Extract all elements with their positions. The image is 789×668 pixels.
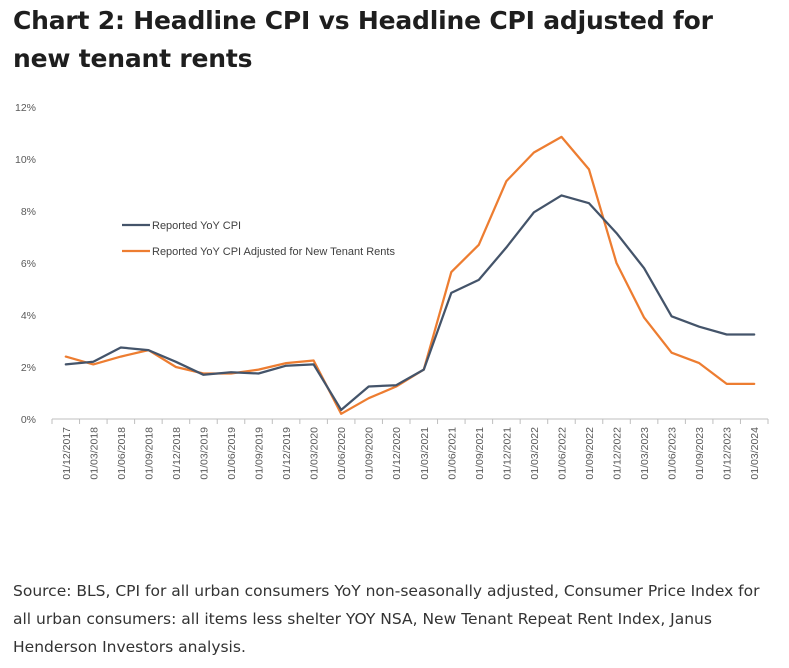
x-tick-label: 01/12/2019 bbox=[281, 427, 293, 480]
y-tick-label: 0% bbox=[21, 414, 36, 426]
y-tick-label: 4% bbox=[21, 310, 36, 322]
x-tick-label: 01/09/2022 bbox=[584, 427, 596, 480]
x-tick-label: 01/06/2020 bbox=[336, 427, 348, 480]
x-tick-label: 01/06/2022 bbox=[556, 427, 568, 480]
legend-label-0: Reported YoY CPI bbox=[152, 220, 241, 232]
y-tick-label: 6% bbox=[21, 258, 36, 270]
series-line-1 bbox=[64, 135, 756, 415]
x-tick-label: 01/03/2020 bbox=[309, 427, 321, 480]
x-tick-label: 01/12/2023 bbox=[722, 427, 734, 480]
source-note: Source: BLS, CPI for all urban consumers… bbox=[13, 582, 760, 656]
x-tick-label: 01/09/2019 bbox=[254, 427, 266, 480]
x-tick-label: 01/12/2022 bbox=[612, 427, 624, 480]
y-tick-label: 12% bbox=[15, 102, 36, 114]
chart-title: Chart 2: Headline CPI vs Headline CPI ad… bbox=[13, 6, 713, 73]
legend-label-1: Reported YoY CPI Adjusted for New Tenant… bbox=[152, 246, 395, 258]
y-tick-label: 8% bbox=[21, 206, 36, 218]
x-tick-label: 01/09/2023 bbox=[694, 427, 706, 480]
line-chart: 0%2%4%6%8%10%12% 01/12/2017 01/03/2018 01/… bbox=[15, 102, 769, 480]
legend: Reported YoY CPI Reported YoY CPI Adjuste… bbox=[122, 220, 395, 258]
y-tick-label: 2% bbox=[21, 362, 36, 374]
series-lines bbox=[64, 135, 756, 415]
y-axis-labels: 0% 2% 4% 6% 8% 10% 12% bbox=[15, 102, 36, 426]
x-tick-label: 01/03/2022 bbox=[529, 427, 541, 480]
x-tick-label: 01/06/2019 bbox=[226, 427, 238, 480]
y-tick-label: 10% bbox=[15, 154, 36, 166]
x-tick-label: 01/03/2019 bbox=[198, 427, 210, 480]
x-tick-label: 01/12/2021 bbox=[501, 427, 513, 480]
x-tick-label: 01/06/2018 bbox=[116, 427, 128, 480]
x-tick-label: 01/12/2017 bbox=[61, 427, 73, 480]
x-tick-label: 01/03/2023 bbox=[639, 427, 651, 480]
x-tick-label: 01/03/2021 bbox=[419, 427, 431, 480]
x-tick-label: 01/09/2018 bbox=[143, 427, 155, 480]
x-tick-label: 01/03/2024 bbox=[749, 427, 761, 480]
x-tick-label: 01/06/2023 bbox=[667, 427, 679, 480]
series-line-0 bbox=[64, 194, 756, 412]
x-axis: 01/12/2017 01/03/2018 01/06/2018 01/09/2018… bbox=[51, 418, 769, 480]
x-tick-label: 01/03/2018 bbox=[88, 427, 100, 480]
x-tick-label: 01/12/2018 bbox=[171, 427, 183, 480]
x-tick-label: 01/09/2021 bbox=[474, 427, 486, 480]
x-tick-label: 01/06/2021 bbox=[446, 427, 458, 480]
x-tick-label: 01/12/2020 bbox=[391, 427, 403, 480]
x-tick-label: 01/09/2020 bbox=[364, 427, 376, 480]
